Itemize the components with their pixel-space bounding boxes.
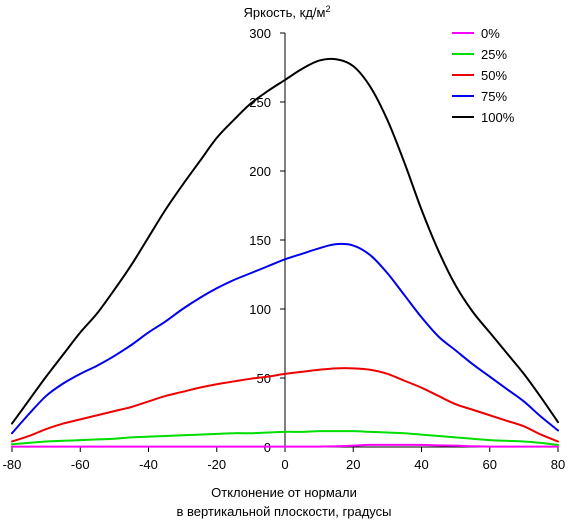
series-line-50pct bbox=[11, 367, 559, 443]
series-line-25pct bbox=[11, 430, 559, 446]
x-tick-label: 0 bbox=[281, 457, 288, 472]
series-layer bbox=[11, 57, 559, 448]
legend-label: 100% bbox=[481, 110, 515, 125]
legend: 0% 25% 50% 75% 100% bbox=[452, 26, 515, 125]
legend-label: 75% bbox=[481, 89, 507, 104]
legend-label: 25% bbox=[481, 47, 507, 62]
y-tick-label: 300 bbox=[249, 26, 271, 41]
x-tick-label: -60 bbox=[71, 457, 90, 472]
series-line-100pct bbox=[11, 57, 559, 425]
x-tick-label: 40 bbox=[414, 457, 428, 472]
y-axis-title-superscript: 2 bbox=[325, 4, 330, 14]
legend-label: 50% bbox=[481, 68, 507, 83]
y-axis-title: Яркость, кд/м2 bbox=[244, 4, 331, 20]
y-tick-label: 150 bbox=[249, 233, 271, 248]
series-line-0pct bbox=[11, 443, 559, 448]
y-tick-label: 200 bbox=[249, 164, 271, 179]
x-tick-label: 20 bbox=[346, 457, 360, 472]
y-tick-label: 50 bbox=[257, 371, 271, 386]
x-axis-title-line2: в вертикальной плоскости, градусы bbox=[176, 504, 391, 519]
legend-label: 0% bbox=[481, 26, 500, 41]
x-tick-label: 60 bbox=[483, 457, 497, 472]
x-tick-label: -80 bbox=[3, 457, 22, 472]
x-tick-label: -20 bbox=[207, 457, 226, 472]
y-tick-label: 100 bbox=[249, 302, 271, 317]
y-tick-label: 250 bbox=[249, 95, 271, 110]
x-tick-label: -40 bbox=[139, 457, 158, 472]
x-tick-label: 80 bbox=[551, 457, 565, 472]
series-line-75pct bbox=[11, 242, 559, 435]
x-axis-title-line1: Отклонение от нормали bbox=[211, 485, 357, 500]
y-axis-title-text: Яркость, кд/м bbox=[244, 5, 326, 20]
